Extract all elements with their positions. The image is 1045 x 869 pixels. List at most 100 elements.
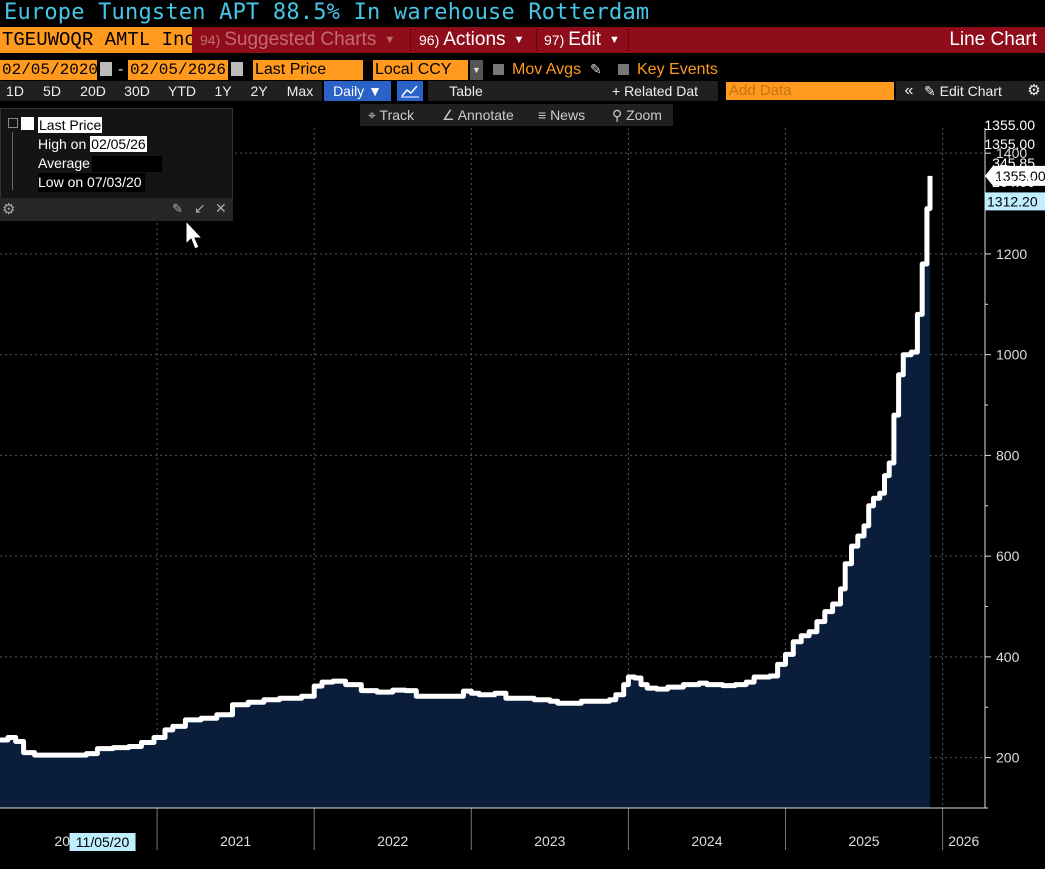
range-max[interactable]: Max [286, 83, 314, 99]
edit-chart-bar [896, 81, 1045, 101]
calendar-icon[interactable] [100, 62, 112, 76]
divider [628, 29, 629, 51]
edit-label: Edit [568, 29, 601, 50]
pin-icon[interactable]: ✎ [172, 201, 183, 216]
range-ytd[interactable]: YTD [168, 83, 196, 99]
crosshair-date-box [69, 833, 136, 851]
zoom-label: Zoom [626, 107, 662, 123]
ticker-field[interactable]: TGEUWOQR AMTL Inc [0, 27, 192, 53]
legend-last-price-label: Last Price [38, 117, 103, 133]
legend-low-value: 204.00 [992, 174, 1035, 190]
table-bar [428, 81, 608, 101]
crosshair-date-label: 11/05/20 [76, 834, 130, 850]
x-tick-label: 2026 [948, 833, 979, 849]
range-1d[interactable]: 1D [6, 83, 24, 99]
legend-tree-line [12, 132, 13, 190]
range-5d[interactable]: 5D [43, 83, 61, 99]
x-axis: 202020212022202320242025202611/05/20 [0, 807, 985, 851]
edit-chart-button[interactable]: ✎ Edit Chart [924, 81, 1022, 101]
y-tick-label: 1400 [996, 145, 1027, 161]
edit-menu[interactable]: 97) Edit ▼ [544, 27, 620, 53]
key-events-label[interactable]: Key Events [637, 61, 718, 78]
x-tick-label: 2024 [691, 833, 722, 849]
track-button[interactable]: ⌖ Track [368, 104, 414, 126]
line-chart-icon[interactable] [397, 81, 423, 101]
suggested-charts-menu[interactable]: 94) Suggested Charts ▼ [200, 27, 395, 53]
last-price-marker [985, 165, 1045, 186]
value-markers: 1355.00 1312.20 [985, 165, 1045, 211]
actions-menu[interactable]: 96) Actions ▼ [419, 27, 524, 53]
x-tick-label: 2023 [534, 833, 565, 849]
y-axis: 200 400 600 800 1000 1200 1400 [984, 128, 1027, 809]
mouse-cursor-icon [185, 220, 204, 250]
range-bar [0, 81, 322, 101]
collapse-box-icon[interactable] [8, 118, 18, 128]
actions-number: 96) [419, 32, 440, 48]
chevron-down-icon: ▼ [608, 34, 620, 46]
x-tick-label: 2021 [220, 833, 251, 849]
gear-icon[interactable]: ⚙ [2, 201, 16, 218]
table-button[interactable]: Table [449, 83, 483, 99]
legend-high-value: 1355.00 [984, 136, 1035, 152]
range-30d[interactable]: 30D [124, 83, 150, 99]
legend-average-value: 345.85 [992, 155, 1035, 171]
x-tick-label: 2025 [848, 833, 879, 849]
pencil-icon[interactable]: ✎ [590, 61, 602, 77]
start-date-field[interactable]: 02/05/2020 [0, 60, 97, 80]
y-tick-label: 1200 [996, 246, 1027, 262]
mov-avgs-label[interactable]: Mov Avgs [512, 61, 582, 78]
y-tick-label: 600 [996, 548, 1020, 564]
range-1y[interactable]: 1Y [214, 83, 232, 99]
minimize-icon[interactable]: ↙ [194, 200, 206, 216]
price-line [0, 175, 933, 758]
range-20d[interactable]: 20D [80, 83, 106, 99]
secondary-value-marker [985, 192, 1045, 211]
suggested-charts-label: Suggested Charts [224, 29, 377, 50]
secondary-value-marker-label: 1312.20 [987, 193, 1038, 209]
edit-number: 97) [544, 32, 565, 48]
related-data-button[interactable]: + Related Dat [612, 83, 698, 99]
gear-icon[interactable]: ⚙ [1027, 82, 1041, 99]
actions-label: Actions [443, 29, 506, 50]
chevron-down-icon: ▼ [384, 34, 396, 46]
field-select[interactable]: Last Price [253, 60, 363, 80]
legend-low-label: Low on 07/03/20 [38, 173, 145, 192]
annotate-label: Annotate [457, 107, 514, 123]
legend-high-date: 02/05/26 [90, 136, 147, 152]
zoom-button[interactable]: ⚲ Zoom [612, 104, 662, 126]
series-color-swatch [21, 117, 34, 130]
news-label: News [550, 107, 586, 123]
window-title: Europe Tungsten APT 88.5% In warehouse R… [4, 0, 650, 25]
news-button[interactable]: ≡ News [538, 104, 585, 126]
period-select[interactable]: Daily ▼ [324, 81, 391, 101]
legend-high-label: High on [38, 136, 87, 152]
divider [410, 29, 411, 51]
price-area [0, 175, 930, 808]
add-data-input[interactable]: Add Data [726, 82, 894, 100]
divider [536, 29, 537, 51]
chart-toolbar [360, 104, 673, 126]
currency-select[interactable]: Local CCY [373, 60, 468, 80]
track-label: Track [379, 107, 415, 123]
suggested-charts-number: 94) [200, 32, 221, 48]
chart-type-label[interactable]: Line Chart [949, 29, 1037, 50]
legend-average-label: Average [38, 155, 90, 171]
end-date-field[interactable]: 02/05/2026 [128, 60, 228, 80]
y-tick-label: 200 [996, 750, 1020, 766]
y-tick-label: 1000 [996, 347, 1027, 363]
chevron-down-icon[interactable]: ▼ [470, 60, 483, 80]
magnifier-icon: ⚲ [612, 107, 623, 123]
key-events-checkbox[interactable] [618, 64, 629, 75]
related-bar [608, 81, 718, 101]
mov-avgs-checkbox[interactable] [493, 64, 504, 75]
range-2y[interactable]: 2Y [250, 83, 268, 99]
legend-footer [0, 198, 233, 221]
annotate-button[interactable]: ∠ Annotate [442, 104, 514, 126]
y-tick-label: 400 [996, 649, 1020, 665]
close-icon[interactable]: ✕ [215, 200, 227, 216]
annotate-icon: ∠ [442, 107, 455, 123]
collapse-icon[interactable]: « [904, 82, 914, 99]
calendar-icon[interactable] [231, 62, 243, 76]
news-icon: ≡ [538, 107, 547, 123]
